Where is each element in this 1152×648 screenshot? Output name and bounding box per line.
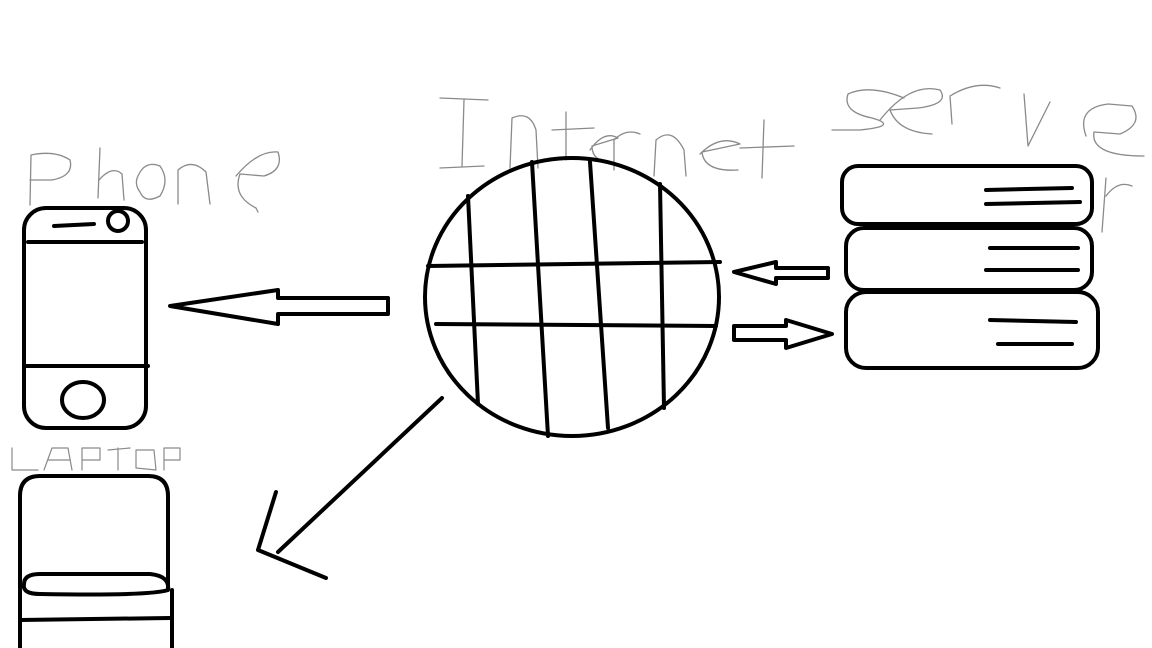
arrow-server-to-internet <box>732 260 830 286</box>
server-handwritten-label <box>831 84 1145 233</box>
arrow-internet-to-laptop <box>256 396 444 580</box>
arrow-internet-to-server <box>732 318 834 350</box>
arrow-internet-to-phone <box>168 288 390 326</box>
laptop-handwritten-label <box>11 447 181 471</box>
globe-icon <box>423 156 722 438</box>
internet-handwritten-label <box>439 97 795 179</box>
phone-handwritten-label <box>29 147 281 213</box>
server-stack-icon <box>840 164 1100 370</box>
laptop-icon <box>18 474 174 648</box>
phone-icon <box>22 206 150 430</box>
